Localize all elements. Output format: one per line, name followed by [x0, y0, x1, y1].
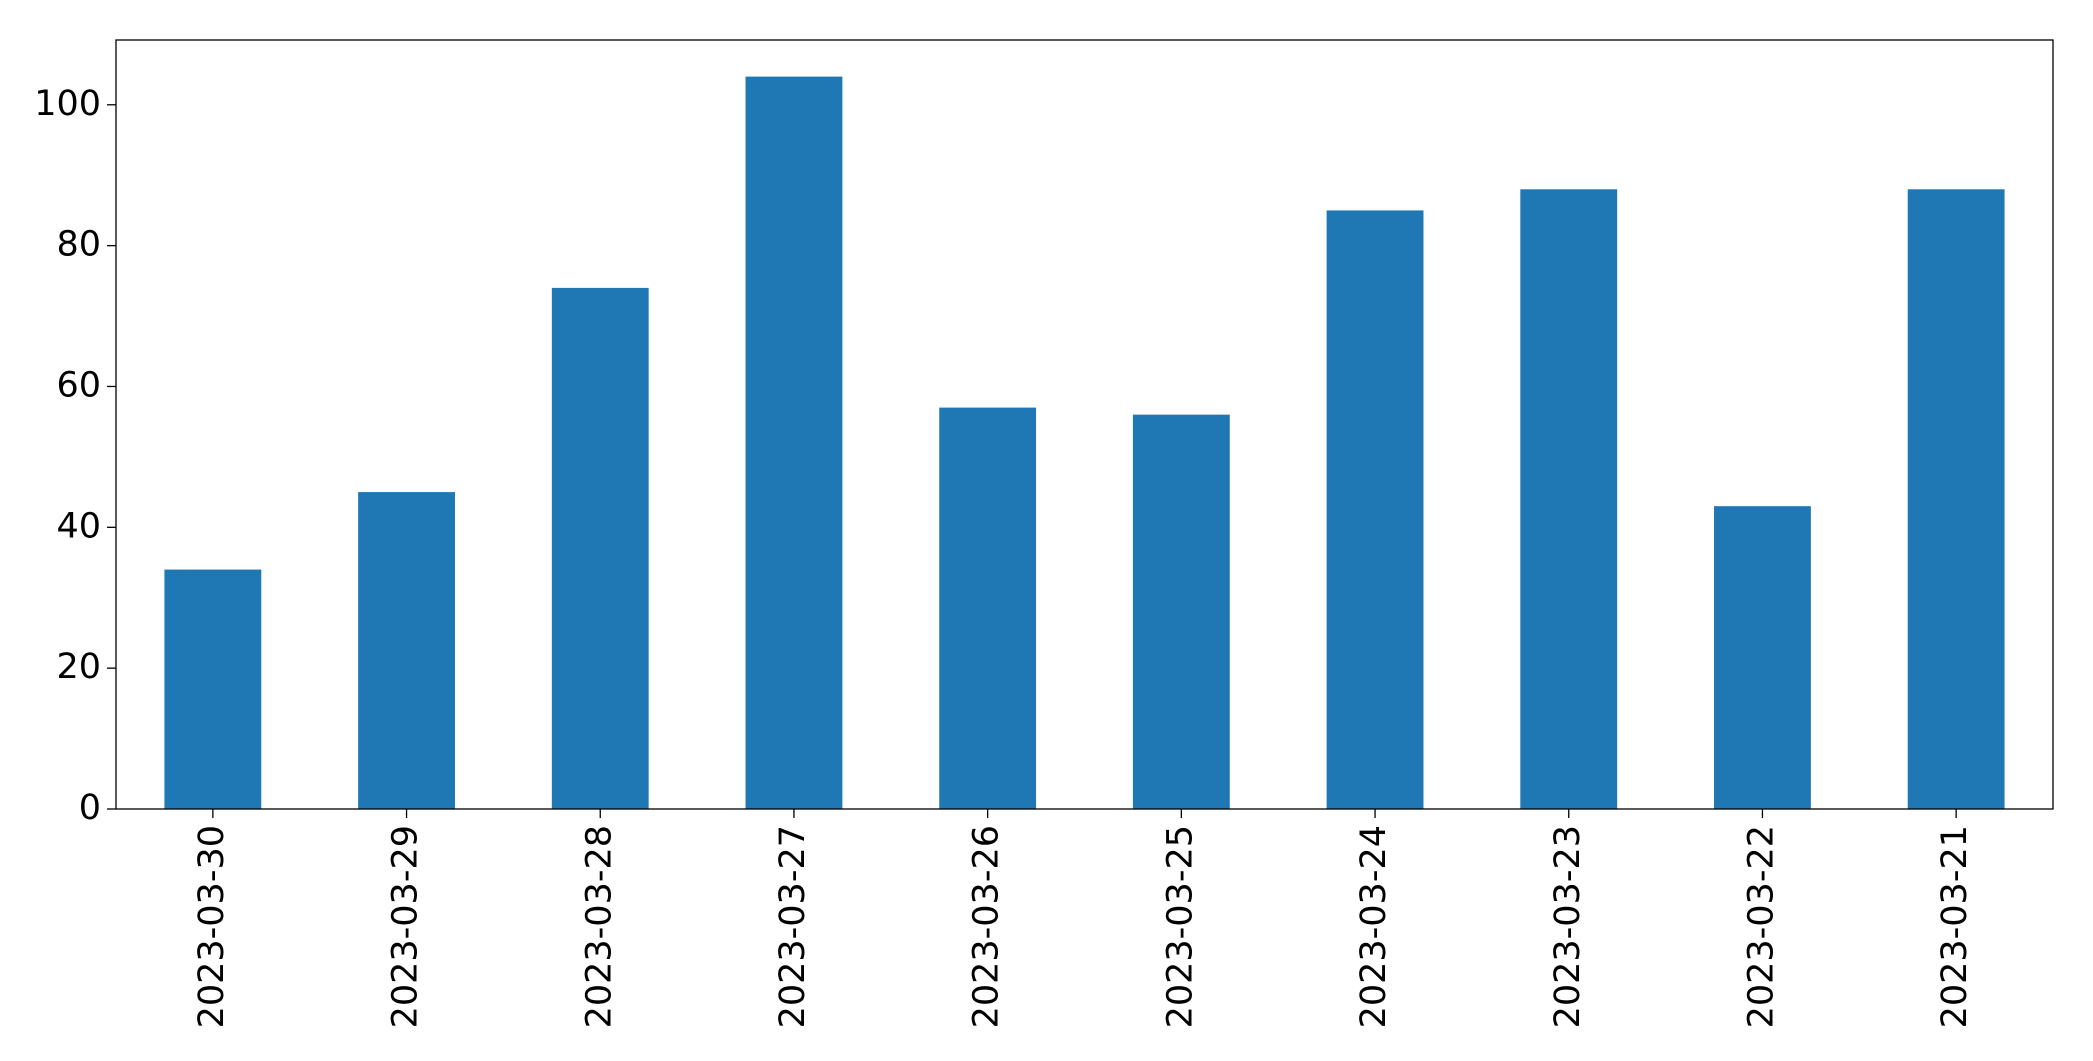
- bar: [551, 287, 649, 809]
- x-tick-label: 2023-03-29: [386, 825, 426, 1028]
- y-tick-label: 20: [56, 647, 101, 687]
- y-tick-label: 0: [79, 788, 101, 828]
- y-tick-label: 100: [34, 84, 101, 124]
- x-tick-label: 2023-03-28: [579, 825, 619, 1028]
- x-tick-label: 2023-03-27: [773, 825, 813, 1028]
- x-tick-label: 2023-03-30: [192, 825, 232, 1028]
- plot-frame: [115, 39, 2054, 810]
- x-tick-label: 2023-03-25: [1160, 825, 1200, 1028]
- bar: [1714, 506, 1811, 809]
- x-tick-label: 2023-03-24: [1354, 825, 1394, 1028]
- x-tick-label: 2023-03-22: [1741, 825, 1781, 1028]
- bar: [745, 76, 843, 810]
- bar: [1520, 189, 1618, 810]
- y-tick-label: 60: [56, 365, 101, 405]
- y-tick-label: 80: [56, 225, 101, 265]
- bar: [164, 569, 262, 809]
- bar: [358, 492, 455, 809]
- x-tick-label: 2023-03-21: [1935, 825, 1975, 1028]
- bar: [1132, 414, 1230, 809]
- x-tick-label: 2023-03-26: [967, 825, 1007, 1028]
- bar: [1326, 210, 1424, 809]
- x-tick-label: 2023-03-23: [1548, 825, 1588, 1028]
- y-tick-label: 40: [56, 506, 101, 546]
- bar: [939, 407, 1037, 809]
- bar: [1907, 189, 2005, 810]
